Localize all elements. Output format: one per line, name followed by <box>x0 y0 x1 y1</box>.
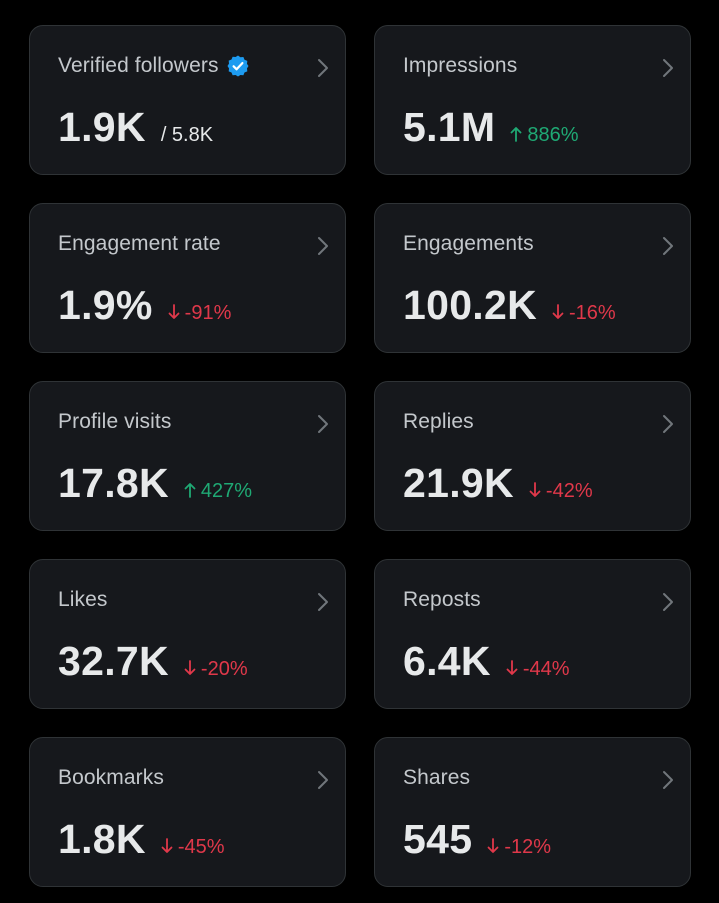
arrow-down-icon <box>184 659 196 675</box>
arrow-down-icon <box>161 837 173 853</box>
card-label-row: Engagement rate <box>58 232 221 256</box>
card-delta-value: 886% <box>527 124 579 146</box>
card-value-row: 545 -12% <box>403 816 551 863</box>
chevron-right-icon[interactable] <box>315 414 331 434</box>
card-value: 100.2K <box>403 282 538 328</box>
arrow-down-icon <box>529 481 541 497</box>
card-value: 6.4K <box>403 638 491 684</box>
card-label: Verified followers <box>58 54 219 77</box>
card-value: 545 <box>403 816 473 862</box>
card-label-row: Shares <box>403 766 470 790</box>
arrow-down-icon <box>506 659 518 675</box>
card-replies[interactable]: Replies 21.9K -42% <box>374 381 691 531</box>
card-delta-value: 427% <box>200 480 253 502</box>
card-delta-value: -44% <box>522 658 570 680</box>
card-delta: -44% <box>506 658 570 681</box>
analytics-cards-grid: Verified followers 1.9K / 5.8K Impressio… <box>29 25 691 887</box>
card-delta-value: -16% <box>569 302 616 324</box>
card-value: 1.8K <box>58 816 146 862</box>
card-delta: -16% <box>552 302 616 325</box>
card-label-row: Reposts <box>403 588 481 612</box>
arrow-down-icon <box>552 303 564 319</box>
card-label-row: Verified followers <box>58 54 250 78</box>
chevron-right-icon[interactable] <box>660 770 676 790</box>
card-reposts[interactable]: Reposts 6.4K -44% <box>374 559 691 709</box>
card-value-row: 5.1M 886% <box>403 104 579 151</box>
arrow-up-icon <box>184 481 196 498</box>
card-value-row: 100.2K -16% <box>403 282 616 329</box>
card-label-row: Replies <box>403 410 474 434</box>
card-label-row: Likes <box>58 588 108 612</box>
card-label-row: Engagements <box>403 232 534 256</box>
card-delta: -12% <box>487 836 551 859</box>
card-value: 17.8K <box>58 460 169 506</box>
card-value: 21.9K <box>403 460 514 506</box>
card-label-row: Impressions <box>403 54 517 78</box>
arrow-down-icon <box>168 303 180 319</box>
card-value: 1.9K <box>58 104 146 150</box>
chevron-right-icon[interactable] <box>315 592 331 612</box>
card-label: Profile visits <box>58 410 172 433</box>
card-label-row: Bookmarks <box>58 766 164 790</box>
card-likes[interactable]: Likes 32.7K -20% <box>29 559 346 709</box>
chevron-right-icon[interactable] <box>660 58 676 78</box>
arrow-up-icon <box>510 125 522 142</box>
card-impressions[interactable]: Impressions 5.1M 886% <box>374 25 691 175</box>
card-delta-value: -91% <box>184 302 232 324</box>
card-label: Impressions <box>403 54 518 77</box>
card-delta-value: -42% <box>545 480 593 502</box>
card-label: Engagement rate <box>58 232 221 255</box>
card-value-row: 32.7K -20% <box>58 638 248 685</box>
card-label: Shares <box>403 766 471 789</box>
card-delta: 427% <box>184 480 252 503</box>
card-delta-value: -45% <box>177 836 225 858</box>
card-delta: 886% <box>510 124 579 147</box>
card-value: 5.1M <box>403 104 496 150</box>
card-delta-value: -12% <box>504 836 552 858</box>
verified-badge-icon <box>226 54 250 78</box>
card-value-row: 1.9K / 5.8K <box>58 104 213 151</box>
card-engagement-rate[interactable]: Engagement rate 1.9% -91% <box>29 203 346 353</box>
card-bookmarks[interactable]: Bookmarks 1.8K -45% <box>29 737 346 887</box>
card-value-row: 17.8K 427% <box>58 460 252 507</box>
chevron-right-icon[interactable] <box>315 236 331 256</box>
card-delta-value: -20% <box>200 658 248 680</box>
card-delta: -42% <box>529 480 593 503</box>
card-value: 32.7K <box>58 638 169 684</box>
card-value-row: 1.8K -45% <box>58 816 225 863</box>
card-verified-followers[interactable]: Verified followers 1.9K / 5.8K <box>29 25 346 175</box>
card-label: Replies <box>403 410 474 433</box>
card-value-row: 21.9K -42% <box>403 460 593 507</box>
card-engagements[interactable]: Engagements 100.2K -16% <box>374 203 691 353</box>
chevron-right-icon[interactable] <box>660 414 676 434</box>
card-delta: -45% <box>161 836 225 859</box>
card-shares[interactable]: Shares 545 -12% <box>374 737 691 887</box>
card-label: Engagements <box>403 232 534 255</box>
card-profile-visits[interactable]: Profile visits 17.8K 427% <box>29 381 346 531</box>
chevron-right-icon[interactable] <box>315 770 331 790</box>
card-label: Likes <box>58 588 108 611</box>
arrow-down-icon <box>487 837 499 853</box>
chevron-right-icon[interactable] <box>660 236 676 256</box>
card-label: Reposts <box>403 588 481 611</box>
card-delta: -20% <box>184 658 248 681</box>
card-label: Bookmarks <box>58 766 164 789</box>
card-value: 1.9% <box>58 282 153 328</box>
chevron-right-icon[interactable] <box>315 58 331 78</box>
card-value-row: 1.9% -91% <box>58 282 231 329</box>
card-total-value: / 5.8K <box>160 124 214 146</box>
card-label-row: Profile visits <box>58 410 171 434</box>
card-delta: -91% <box>168 302 232 325</box>
chevron-right-icon[interactable] <box>660 592 676 612</box>
card-value-row: 6.4K -44% <box>403 638 570 685</box>
